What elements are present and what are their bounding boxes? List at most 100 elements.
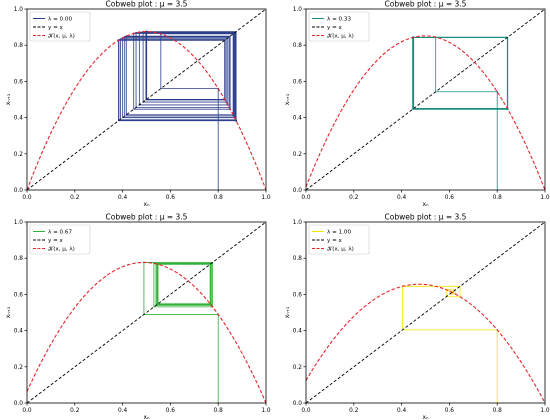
x-tick-label: 0.0: [301, 195, 311, 201]
x-tick-label: 0.8: [214, 408, 224, 414]
y-tick-label: 0.4: [14, 329, 24, 335]
legend-box: [308, 11, 370, 42]
x-tick-label: 0.6: [166, 195, 176, 201]
cobweb-point-59: [235, 119, 238, 122]
plot-area: [27, 9, 266, 190]
y-tick-label: 1.0: [293, 7, 303, 13]
y-tick-label: 0.4: [293, 329, 303, 335]
y-tick-label: 0.6: [14, 292, 24, 298]
cobweb-panel-3: 0.00.0 0.2 0.2 0.4 0.4 0.6 0.6 0.8 0.8 1.0 1.0 Cobw…: [5, 213, 271, 420]
y-tick-label: 0.8: [14, 256, 24, 262]
x-axis-label: xₙ: [423, 414, 430, 420]
cobweb-point-10: [135, 31, 137, 34]
x-tick-label: 1.0: [540, 195, 550, 201]
y-tick-label: 0.4: [14, 116, 24, 122]
legend-entry: 𝒦(x, μ, λ): [327, 34, 354, 40]
x-axis-label: xₙ: [144, 201, 151, 208]
cobweb-series: [143, 262, 219, 403]
map-curve: [27, 31, 266, 190]
y-tick-label: 0.4: [293, 116, 303, 122]
cobweb-point-1: [496, 90, 499, 93]
x-tick-label: 0.4: [118, 195, 128, 201]
legend-entry: λ = 0.33: [327, 17, 351, 23]
cobweb-panel-2: 0.00.0 0.2 0.2 0.4 0.4 0.6 0.6 0.8 0.8 1.0 1.0 Cobw…: [284, 0, 550, 208]
chart-title: Cobweb plot : μ = 3.5: [385, 0, 467, 9]
map-curve: [306, 35, 545, 190]
x-tick-label: 0.8: [493, 195, 503, 201]
chart-title: Cobweb plot : μ = 3.5: [106, 0, 188, 9]
legend: λ = 0.33 y = x 𝒦(x, μ, λ): [308, 11, 370, 42]
y-tick-label: 0.0: [293, 401, 303, 407]
y-tick-label: 0.2: [293, 152, 303, 158]
chart-title: Cobweb plot : μ = 3.5: [385, 213, 467, 222]
x-tick-label: 0.0: [22, 195, 32, 201]
y-tick-label: 0.6: [14, 79, 24, 85]
y-axis-label: xₙ₊₁: [5, 93, 12, 105]
x-tick-label: 0.2: [349, 195, 359, 201]
cobweb-point-59: [209, 302, 212, 305]
plot-area: [306, 222, 545, 403]
y-tick-label: 0.0: [14, 401, 24, 407]
x-tick-label: 0.8: [493, 408, 503, 414]
x-tick-label: 0.2: [349, 408, 359, 414]
axes-frame: [26, 8, 267, 191]
cobweb-panel-1: 0.00.0 0.2 0.2 0.4 0.4 0.6 0.6 0.8 0.8 1.0 1.0 Cobw…: [5, 0, 271, 208]
y-tick-label: 1.0: [14, 7, 24, 13]
y-axis-label: xₙ₊₁: [284, 306, 291, 318]
legend-entry: λ = 1.00: [327, 230, 351, 236]
y-axis-label: xₙ₊₁: [284, 93, 291, 105]
y-tick-label: 0.8: [14, 43, 24, 49]
axes-frame: [305, 8, 546, 191]
y-tick-label: 0.2: [293, 365, 303, 371]
legend-box: [308, 224, 370, 255]
legend-entry: y = x: [48, 25, 64, 31]
x-tick-label: 1.0: [261, 195, 271, 201]
x-tick-label: 0.0: [301, 408, 311, 414]
cobweb-point-60: [157, 263, 159, 266]
x-tick-label: 0.8: [214, 195, 224, 201]
x-tick-label: 0.4: [397, 195, 407, 201]
y-tick-label: 0.0: [14, 188, 24, 194]
legend-entry: y = x: [327, 238, 343, 244]
cobweb-point-16: [119, 38, 122, 41]
x-tick-label: 1.0: [540, 408, 550, 414]
y-tick-label: 0.6: [293, 292, 303, 298]
cobweb-series: [412, 36, 509, 190]
y-tick-label: 0.6: [293, 79, 303, 85]
legend-entry: λ = 0.00: [48, 17, 72, 23]
legend-entry: 𝒦(x, μ, λ): [48, 247, 75, 253]
x-tick-label: 0.0: [22, 408, 32, 414]
y-tick-label: 1.0: [14, 220, 24, 226]
map-curve: [306, 283, 545, 403]
x-tick-label: 0.4: [397, 408, 407, 414]
legend-entry: y = x: [327, 25, 343, 31]
legend-entry: λ = 0.67: [48, 230, 72, 236]
cobweb-series: [118, 31, 237, 190]
chart-title: Cobweb plot : μ = 3.5: [106, 213, 188, 222]
y-tick-label: 0.0: [293, 188, 303, 194]
x-tick-label: 0.6: [445, 408, 455, 414]
legend-entry: 𝒦(x, μ, λ): [48, 34, 75, 40]
plot-area: [27, 222, 266, 403]
legend: λ = 0.00 y = x 𝒦(x, μ, λ): [29, 11, 91, 42]
axes-frame: [26, 221, 267, 404]
legend-entry: 𝒦(x, μ, λ): [327, 247, 354, 253]
y-tick-label: 0.2: [14, 365, 24, 371]
cobweb-series: [402, 285, 498, 403]
legend: λ = 1.00 y = x 𝒦(x, μ, λ): [308, 224, 370, 255]
x-axis-label: xₙ: [144, 414, 151, 420]
x-tick-label: 0.2: [70, 195, 80, 201]
y-tick-label: 0.8: [293, 256, 303, 262]
cobweb-point-58: [145, 30, 148, 33]
legend-entry: y = x: [48, 238, 64, 244]
plot-area: [306, 9, 545, 190]
legend-box: [29, 224, 91, 255]
x-tick-label: 0.6: [166, 408, 176, 414]
x-tick-label: 0.6: [445, 195, 455, 201]
map-curve: [27, 261, 266, 403]
cobweb-panel-4: 0.00.0 0.2 0.2 0.4 0.4 0.6 0.6 0.8 0.8 1.0 1.0 Cobw…: [284, 213, 550, 420]
x-tick-label: 0.4: [118, 408, 128, 414]
x-tick-label: 0.2: [70, 408, 80, 414]
cobweb-point-7: [232, 115, 235, 117]
